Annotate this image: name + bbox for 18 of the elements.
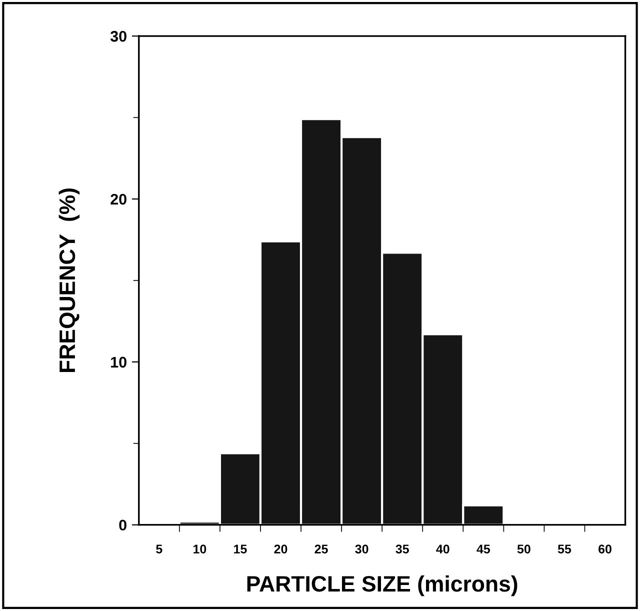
x-tick-label: 10 bbox=[194, 544, 206, 554]
y-tick-label: 10 bbox=[111, 356, 126, 368]
x-axis-title: PARTICLE SIZE (microns) bbox=[247, 575, 518, 596]
x-tick-label: 60 bbox=[598, 544, 612, 554]
x-tick-label: 5 bbox=[156, 544, 162, 554]
x-tick-label: 45 bbox=[476, 544, 490, 554]
y-tick-label: 0 bbox=[119, 520, 126, 531]
x-tick-label: 35 bbox=[396, 544, 409, 554]
x-tick-label: 30 bbox=[355, 544, 368, 554]
y-tick-label: 20 bbox=[110, 194, 126, 205]
x-tick-label: 40 bbox=[436, 544, 450, 554]
x-tick-label: 20 bbox=[274, 544, 288, 554]
x-tick-label: 55 bbox=[558, 544, 572, 554]
x-tick-label: 50 bbox=[517, 544, 530, 554]
x-tick-label: 25 bbox=[314, 544, 328, 554]
y-axis-title: FREQUENCY (%) bbox=[58, 188, 80, 372]
y-tick-label: 30 bbox=[110, 30, 126, 42]
x-tick-label: 15 bbox=[234, 544, 247, 554]
